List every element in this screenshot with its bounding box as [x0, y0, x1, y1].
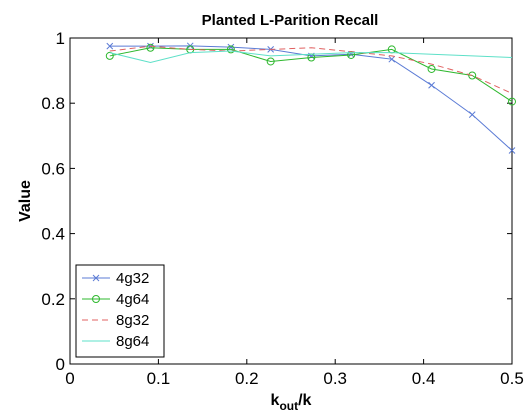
legend-label-8g64: 8g64	[116, 333, 149, 350]
x-axis-label-main: k	[271, 392, 280, 409]
plot-frame	[69, 37, 513, 365]
data-point-4g64	[427, 64, 436, 73]
x-tick-label: 0.1	[147, 369, 171, 388]
legend-marker-4g32	[92, 274, 100, 282]
data-point-4g32	[508, 147, 516, 154]
series-line-8g32	[109, 45, 513, 94]
x-tick-label: 0.4	[412, 369, 436, 388]
y-tick-label: 0.8	[41, 94, 65, 113]
data-point-4g32	[428, 81, 435, 89]
y-tick-label: 0.4	[41, 225, 65, 244]
data-point-4g64	[146, 43, 155, 52]
data-point-4g32	[106, 42, 114, 50]
data-point-4g32	[468, 111, 476, 118]
data-point-4g64	[226, 45, 235, 54]
legend: 4g32 4g64 8g32 8g64	[75, 264, 165, 358]
y-tick-label: 0	[56, 355, 65, 374]
y-axis-ticks: 0 0.2 0.4 0.6 0.8 1	[41, 29, 512, 374]
x-axis-label-tail: /k	[298, 392, 311, 409]
x-axis-ticks: 0 0.1 0.2 0.3 0.4 0.5	[65, 38, 524, 388]
y-tick-label: 1	[56, 29, 65, 48]
x-tick-label: 0.2	[235, 369, 259, 388]
legend-label-4g64: 4g64	[116, 291, 149, 308]
legend-box	[75, 264, 165, 358]
legend-label-4g32: 4g32	[116, 270, 149, 287]
data-point-4g64	[105, 51, 114, 60]
data-point-4g64	[508, 97, 516, 106]
data-point-4g64	[266, 57, 275, 66]
x-axis-label-subscript: out	[279, 399, 298, 413]
series-lines	[105, 42, 516, 154]
data-point-4g64	[468, 71, 477, 80]
x-axis-label: kout/k	[271, 392, 312, 413]
series-line-4g64	[109, 47, 513, 102]
chart-title: Planted L-Parition Recall	[202, 12, 379, 29]
y-tick-label: 0.2	[41, 290, 65, 309]
x-tick-label: 0.3	[323, 369, 347, 388]
x-tick-label: 0.5	[500, 369, 524, 388]
y-axis-label: Value	[17, 180, 34, 222]
x-tick-label: 0	[65, 369, 74, 388]
data-point-4g32	[388, 55, 396, 63]
legend-label-8g32: 8g32	[116, 312, 149, 329]
y-tick-label: 0.6	[41, 159, 65, 178]
series-line-8g64	[109, 50, 513, 63]
legend-marker-4g64	[92, 295, 100, 303]
